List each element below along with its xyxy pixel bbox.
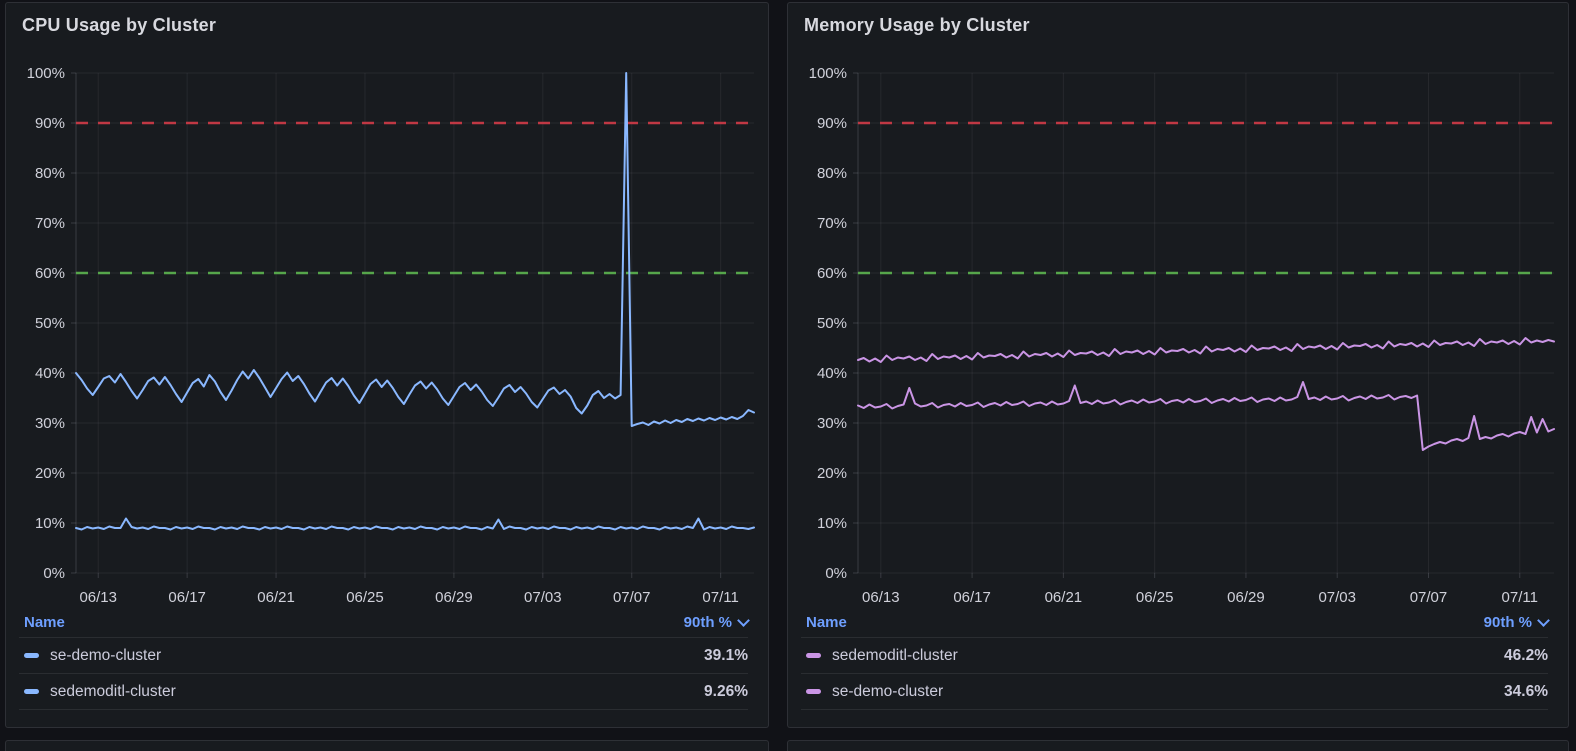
svg-text:07/03: 07/03: [524, 589, 562, 606]
svg-text:07/11: 07/11: [702, 589, 738, 606]
legend-header: Name 90th %: [19, 607, 750, 637]
svg-text:30%: 30%: [817, 415, 847, 432]
legend-sort-name[interactable]: Name: [806, 613, 847, 631]
svg-text:06/25: 06/25: [346, 589, 384, 606]
series-name: sedemoditl-cluster: [832, 646, 958, 664]
svg-text:06/29: 06/29: [435, 589, 473, 606]
svg-text:06/17: 06/17: [953, 589, 991, 606]
svg-text:06/13: 06/13: [79, 589, 117, 606]
legend-sort-value[interactable]: 90th %: [1483, 613, 1550, 631]
panel-row: CPU Usage by Cluster 0% 10% 20% 30% 40% 50% 60…: [5, 2, 1571, 728]
svg-text:06/21: 06/21: [257, 589, 295, 606]
svg-text:30%: 30%: [35, 415, 65, 432]
svg-text:40%: 40%: [817, 365, 847, 382]
legend-row[interactable]: sedemoditl-cluster 9.26%: [19, 673, 748, 710]
svg-text:10%: 10%: [35, 515, 65, 532]
legend-sort-value-label: 90th %: [683, 613, 732, 631]
series-color-swatch: [24, 689, 39, 694]
legend-header: Name 90th %: [801, 607, 1550, 637]
svg-text:20%: 20%: [35, 465, 65, 482]
svg-text:40%: 40%: [35, 365, 65, 382]
svg-text:60%: 60%: [35, 265, 65, 282]
svg-text:80%: 80%: [35, 165, 65, 182]
svg-text:70%: 70%: [35, 215, 65, 232]
series-color-swatch: [806, 653, 821, 658]
legend-row[interactable]: se-demo-cluster 34.6%: [801, 673, 1548, 710]
series-color-swatch: [806, 689, 821, 694]
svg-text:90%: 90%: [35, 115, 65, 132]
svg-text:06/21: 06/21: [1045, 589, 1083, 606]
series-value: 39.1%: [704, 646, 748, 664]
svg-text:07/07: 07/07: [1410, 589, 1448, 606]
legend-table: Name 90th % sedemoditl-cluster 46.2% se-…: [788, 607, 1568, 710]
svg-text:60%: 60%: [817, 265, 847, 282]
svg-text:20%: 20%: [817, 465, 847, 482]
legend-sort-value[interactable]: 90th %: [683, 613, 750, 631]
series-name: sedemoditl-cluster: [50, 682, 176, 700]
legend-sort-value-label: 90th %: [1483, 613, 1532, 631]
series-value: 34.6%: [1504, 682, 1548, 700]
series-value: 46.2%: [1504, 646, 1548, 664]
svg-text:50%: 50%: [817, 315, 847, 332]
svg-text:06/17: 06/17: [168, 589, 206, 606]
cpu-usage-chart[interactable]: 0% 10% 20% 30% 40% 50% 60% 70% 80% 90% 100% 06/13 06…: [6, 47, 768, 607]
series-color-swatch: [24, 653, 39, 658]
svg-text:07/11: 07/11: [1502, 589, 1538, 606]
svg-text:90%: 90%: [817, 115, 847, 132]
next-panel-row: [5, 740, 1571, 751]
svg-text:0%: 0%: [43, 565, 65, 582]
svg-text:07/07: 07/07: [613, 589, 651, 606]
svg-text:06/13: 06/13: [862, 589, 900, 606]
legend-sort-name[interactable]: Name: [24, 613, 65, 631]
series-name: se-demo-cluster: [50, 646, 162, 664]
panel-cpu-usage: CPU Usage by Cluster 0% 10% 20% 30% 40% 50% 60…: [5, 2, 769, 728]
legend-table: Name 90th % se-demo-cluster 39.1% sedemo…: [6, 607, 768, 710]
panel-title: Memory Usage by Cluster: [804, 14, 1030, 35]
next-panel-top-edge: [5, 740, 769, 751]
panel-memory-usage: Memory Usage by Cluster 0% 10% 20% 30% 40% 50…: [787, 2, 1569, 728]
svg-text:70%: 70%: [817, 215, 847, 232]
svg-text:0%: 0%: [825, 565, 847, 582]
memory-usage-chart[interactable]: 0% 10% 20% 30% 40% 50% 60% 70% 80% 90% 100% 06/13 06…: [788, 47, 1568, 607]
svg-text:50%: 50%: [35, 315, 65, 332]
chevron-down-icon: [1537, 613, 1550, 627]
panel-title: CPU Usage by Cluster: [22, 14, 217, 35]
svg-text:06/25: 06/25: [1136, 589, 1174, 606]
chevron-down-icon: [737, 613, 750, 627]
svg-text:80%: 80%: [817, 165, 847, 182]
legend-row[interactable]: se-demo-cluster 39.1%: [19, 637, 748, 673]
svg-text:07/03: 07/03: [1318, 589, 1356, 606]
panel-header[interactable]: CPU Usage by Cluster: [6, 3, 768, 47]
svg-text:10%: 10%: [817, 515, 847, 532]
next-panel-top-edge: [787, 740, 1569, 751]
svg-text:100%: 100%: [809, 65, 847, 82]
panel-header[interactable]: Memory Usage by Cluster: [788, 3, 1568, 47]
legend-row[interactable]: sedemoditl-cluster 46.2%: [801, 637, 1548, 673]
svg-text:06/29: 06/29: [1227, 589, 1265, 606]
series-name: se-demo-cluster: [832, 682, 944, 700]
series-value: 9.26%: [704, 682, 748, 700]
svg-text:100%: 100%: [27, 65, 65, 82]
